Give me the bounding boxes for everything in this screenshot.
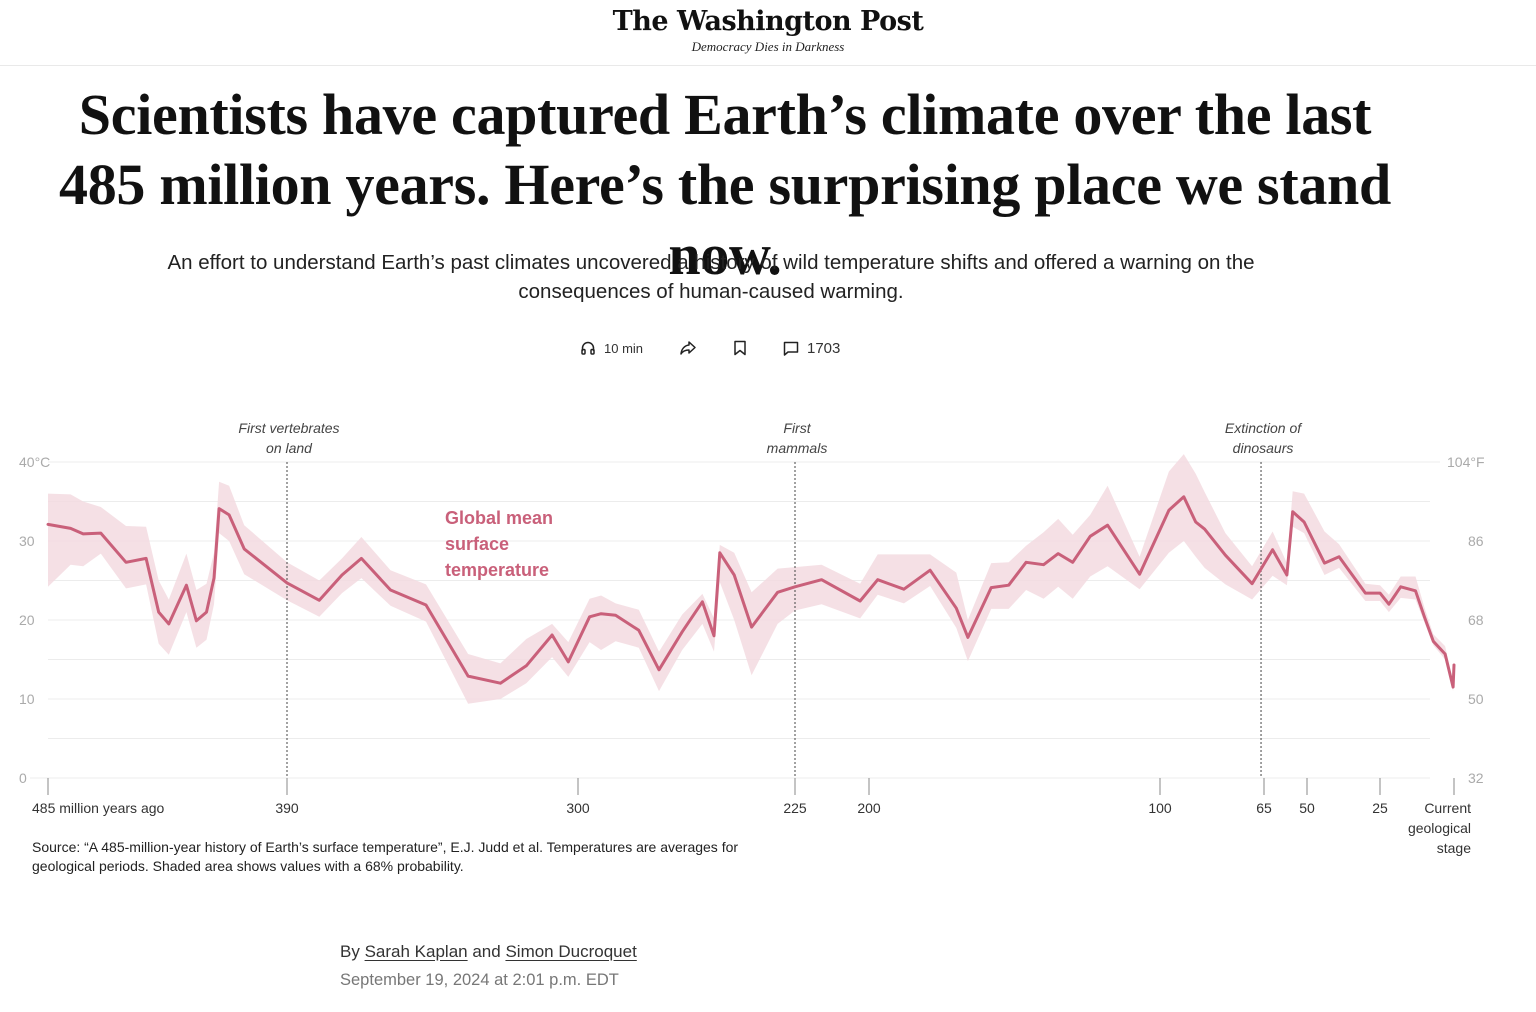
annotations: First vertebrates on land First mammals Exti… bbox=[238, 420, 1303, 778]
x-tick-label-65: 65 bbox=[1256, 800, 1272, 816]
y-left-label-10: 10 bbox=[19, 691, 35, 707]
confidence-band-layer bbox=[48, 454, 1454, 704]
y-left-label-0: 0 bbox=[19, 770, 27, 786]
x-tick-label-390: 390 bbox=[275, 800, 299, 816]
comments-button[interactable]: 1703 bbox=[783, 340, 840, 357]
masthead-tagline: Democracy Dies in Darkness bbox=[691, 39, 845, 54]
series-label-line-1: surface bbox=[445, 534, 509, 554]
y-left-label-40: 40°C bbox=[19, 454, 50, 470]
temperature-chart: First vertebrates on land First mammals Exti… bbox=[19, 420, 1485, 856]
x-tick-label-50: 50 bbox=[1299, 800, 1315, 816]
y-right-label-30: 86 bbox=[1468, 533, 1484, 549]
y-right-label-0: 32 bbox=[1468, 770, 1484, 786]
series-label-line-0: Global mean bbox=[445, 508, 553, 528]
byline-prefix: By bbox=[340, 942, 360, 961]
x-tick-label-300: 300 bbox=[566, 800, 590, 816]
byline: By Sarah Kaplan and Simon Ducroquet bbox=[340, 942, 637, 962]
y-axis-right-fahrenheit: 104°F 86 68 50 32 bbox=[1447, 454, 1485, 786]
chart-source-note: Source: “A 485-million-year history of E… bbox=[32, 839, 739, 874]
annotation-label-0-line2: on land bbox=[266, 440, 313, 456]
headphones-icon bbox=[580, 340, 596, 356]
annotation-label-2: Extinction of bbox=[1225, 420, 1303, 436]
article-dek: An effort to understand Earth’s past cli… bbox=[167, 251, 1255, 303]
masthead: The Washington Post Democracy Dies in Da… bbox=[0, 0, 1536, 66]
share-arrow-icon bbox=[679, 340, 697, 356]
x-tick-label-200: 200 bbox=[857, 800, 881, 816]
temperature-line-layer bbox=[46, 495, 1456, 689]
article-headline: Scientists have captured Earth’s climate… bbox=[59, 82, 1391, 287]
share-button[interactable] bbox=[679, 340, 697, 356]
x-tick-label-current-0: Current bbox=[1424, 800, 1471, 816]
comments-count: 1703 bbox=[807, 340, 841, 357]
author-link-sarah-kaplan[interactable]: Sarah Kaplan bbox=[364, 942, 468, 961]
confidence-band bbox=[48, 454, 1454, 704]
annotation-label-0: First vertebrates bbox=[238, 420, 339, 436]
y-right-label-20: 68 bbox=[1468, 612, 1484, 628]
washington-post-logo[interactable]: The Washington Post bbox=[612, 6, 924, 37]
annotation-label-1-line2: mammals bbox=[767, 440, 828, 456]
y-right-label-40: 104°F bbox=[1447, 454, 1485, 470]
byline-joiner: and bbox=[472, 942, 501, 961]
listen-button[interactable]: 10 min bbox=[580, 340, 643, 356]
x-tick-label-100: 100 bbox=[1148, 800, 1172, 816]
save-bookmark-button[interactable] bbox=[733, 340, 747, 356]
annotation-label-1: First bbox=[783, 420, 811, 436]
annotation-label-2-line2: dinosaurs bbox=[1233, 440, 1294, 456]
bookmark-icon bbox=[733, 340, 747, 356]
x-tick-label-current-1: geological bbox=[1408, 820, 1471, 836]
y-left-label-30: 30 bbox=[19, 533, 35, 549]
comment-bubble-icon bbox=[783, 341, 799, 357]
publish-date: September 19, 2024 at 2:01 p.m. EDT bbox=[340, 971, 619, 989]
y-axis-left-celsius: 40°C 30 20 10 0 bbox=[19, 454, 50, 786]
x-axis: 485 million years ago 390 300 225 200 100 65 50… bbox=[32, 778, 1471, 856]
x-tick-label-current-2: stage bbox=[1437, 840, 1471, 856]
y-right-label-10: 50 bbox=[1468, 691, 1484, 707]
article-utility-bar: 10 min 1703 bbox=[0, 340, 1536, 364]
x-tick-label-25: 25 bbox=[1372, 800, 1388, 816]
x-tick-label-485: 485 million years ago bbox=[32, 800, 165, 816]
author-link-simon-ducroquet[interactable]: Simon Ducroquet bbox=[505, 942, 637, 961]
x-tick-label-225: 225 bbox=[783, 800, 807, 816]
y-left-label-20: 20 bbox=[19, 612, 35, 628]
series-label-line-2: temperature bbox=[445, 560, 549, 580]
listen-duration: 10 min bbox=[604, 340, 644, 356]
series-label: Global mean surface temperature bbox=[445, 508, 553, 580]
